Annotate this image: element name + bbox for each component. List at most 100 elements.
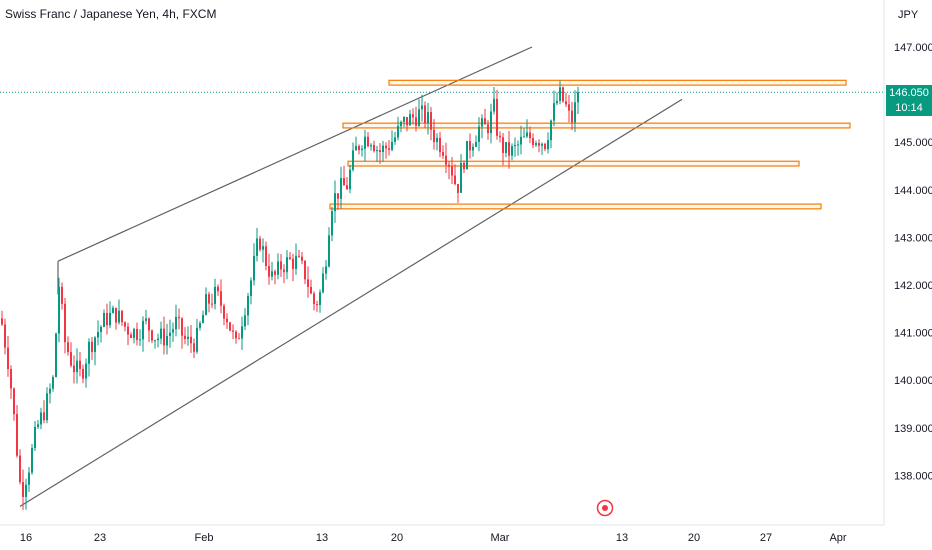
symbol-title[interactable]: Swiss Franc / Japanese Yen, 4h, FXCM [5,7,217,21]
candle-body [373,145,375,152]
candle-body [478,126,480,143]
x-tick-label: 13 [616,532,628,544]
candle-body [7,347,9,369]
candle-body [562,87,564,102]
candle-body [370,145,372,147]
candle-body [277,261,279,275]
candle-body [43,412,45,421]
candle-body [325,266,327,274]
candle-body [256,238,258,256]
trendline[interactable] [19,98,683,507]
candle-body [133,328,135,339]
candle-body [88,341,90,364]
candle-body [313,293,315,305]
candle-body [223,305,225,319]
candle-body [343,178,345,186]
support-resistance-zone[interactable] [342,122,851,129]
candle-body [397,126,399,138]
candle-body [79,360,81,369]
candle-body [238,338,240,340]
candle-body [502,137,504,154]
candle-body [376,150,378,152]
x-tick-label: 16 [20,532,32,544]
candle-body [412,114,414,118]
candle-body [439,137,441,153]
candle-body [517,144,519,146]
candle-body [244,315,246,327]
candle-body [292,258,294,269]
x-axis-ticks: 16 23 Feb 13 20 Mar 13 20 27 Apr [20,532,847,544]
candle-body [553,103,555,121]
candle-body [535,142,537,145]
y-tick-label: 147.000 [894,42,932,54]
x-tick-label: 20 [688,532,700,544]
candle-body [217,286,219,292]
candle-body [295,255,297,269]
candle-body [193,343,195,352]
candle-body [508,142,510,156]
candle-body [139,339,141,341]
candle-body [304,260,306,280]
alert-marker-icon[interactable] [596,499,614,517]
candle-body [469,141,471,151]
trendline-layer [19,46,683,507]
candle-body [58,286,60,334]
candle-body [346,185,348,190]
y-tick-label: 141.000 [894,328,932,340]
candle-body [460,162,462,193]
candle-body [436,137,438,143]
candle-body [445,155,447,165]
candle-body [364,136,366,149]
candle-body [328,235,330,267]
zone-layer [329,79,851,210]
candle-body [406,117,408,126]
support-resistance-zone[interactable] [388,79,847,86]
y-axis-ticks: 147.000146.000145.000144.000143.000142.0… [894,42,932,482]
candle-body [442,152,444,156]
candle-body [148,318,150,331]
x-tick-label: 23 [94,532,106,544]
support-resistance-zone[interactable] [329,203,822,210]
y-tick-label: 142.000 [894,280,932,292]
trendline[interactable] [57,46,533,262]
candle-body [163,328,165,346]
candle-body [166,335,168,346]
candle-body [361,148,363,151]
candle-body [226,318,228,323]
candle-body [142,320,144,340]
candle-body [154,340,156,342]
candle-body [202,314,204,324]
x-tick-label: 13 [316,532,328,544]
candle-body [499,135,501,138]
candle-body [112,307,114,313]
y-tick-label: 145.000 [894,137,932,149]
candle-body [559,87,561,101]
candle-body [97,331,99,338]
candle-body [400,121,402,127]
candle-body [391,141,393,150]
candle-body [85,363,87,379]
candle-body [271,271,273,277]
candle-body [448,164,450,167]
candle-body [454,175,456,185]
candle-body [385,145,387,149]
candle-body [283,269,285,273]
candle-body [487,124,489,134]
candle-body [433,129,435,143]
support-resistance-zone[interactable] [347,160,800,167]
candle-body [184,335,186,340]
candle-body [250,280,252,297]
candle-body [424,105,426,124]
candle-body [544,143,546,150]
candle-body [19,455,21,483]
candle-body [169,332,171,336]
candle-body [100,326,102,332]
candle-body [211,303,213,305]
candle-body [298,255,300,257]
x-tick-label: Mar [491,532,510,544]
candle-body [70,352,72,366]
candle-body [484,118,486,125]
candle-body [208,294,210,304]
